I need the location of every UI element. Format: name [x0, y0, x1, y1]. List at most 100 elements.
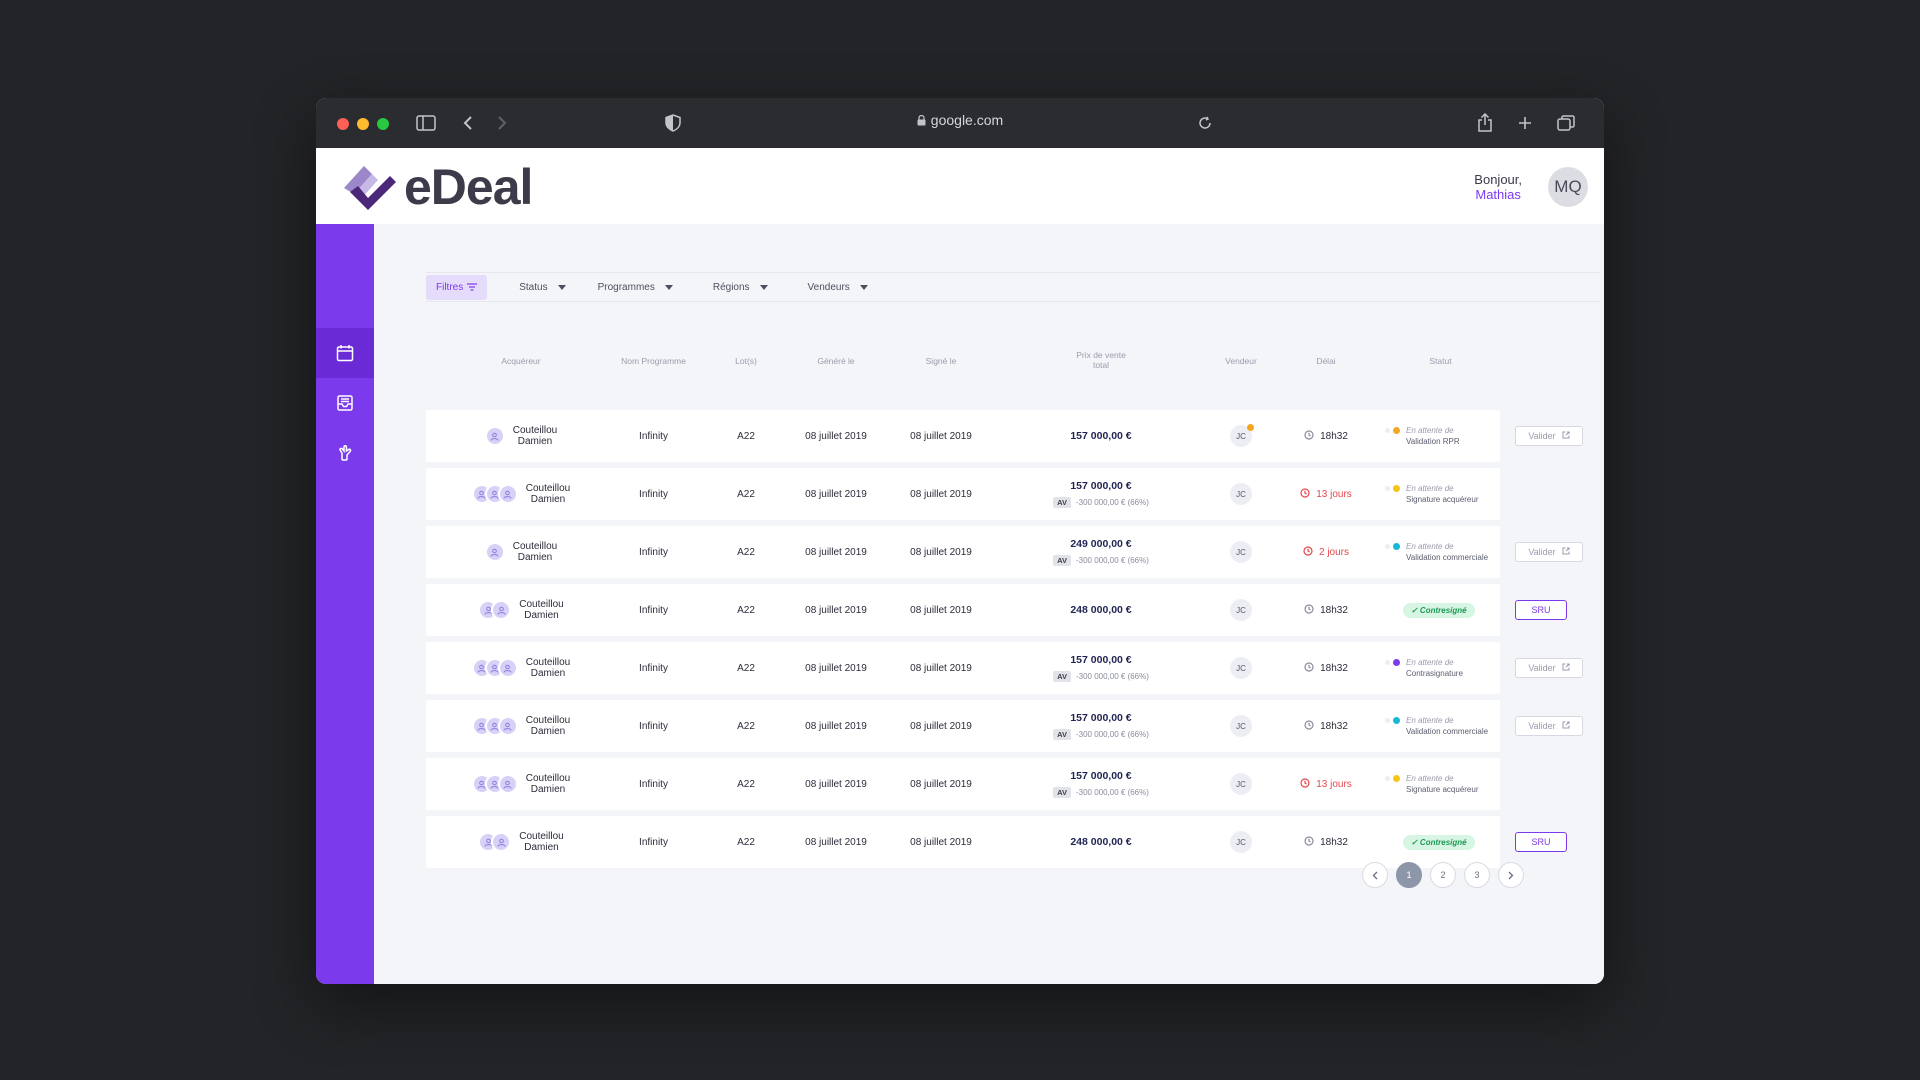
av-badge: AV [1053, 787, 1071, 798]
table-row[interactable]: Couteillou Damien Infinity A22 08 juillet 20… [426, 584, 1500, 636]
filter-vendeurs-dropdown[interactable]: Vendeurs [808, 282, 868, 293]
seller-initials: JC [1236, 547, 1246, 557]
page-3-button[interactable]: 3 [1464, 862, 1490, 888]
status-dot-icon [1393, 485, 1400, 492]
cell-prix: 157 000,00 € AV -300 000,00 € (66%) [991, 642, 1211, 694]
sru-button[interactable]: SRU [1515, 832, 1567, 852]
tab-overview-icon[interactable] [1555, 111, 1577, 135]
sidebar-toggle-icon[interactable] [414, 111, 438, 135]
status-line-1: En attente de [1406, 658, 1454, 667]
clock-icon [1304, 719, 1314, 733]
sru-button[interactable]: SRU [1515, 600, 1567, 620]
valider-button[interactable]: Valider [1515, 542, 1583, 562]
filter-regions-dropdown[interactable]: Régions [713, 282, 768, 293]
share-icon[interactable] [1474, 111, 1496, 135]
cell-genere: 08 juillet 2019 [805, 488, 867, 500]
cell-acquereur: Couteillou Damien [446, 700, 596, 752]
seller-avatar[interactable]: JC [1230, 657, 1252, 679]
back-icon[interactable] [458, 111, 478, 135]
status-badge-countersigned: ✓ Contresigné [1403, 834, 1475, 850]
next-page-button[interactable] [1498, 862, 1524, 888]
caret-down-icon [859, 284, 868, 290]
seller-avatar[interactable]: JC [1230, 831, 1252, 853]
sidebar-item-inbox[interactable] [316, 378, 374, 428]
reload-icon[interactable] [1194, 111, 1216, 135]
user-name: Mathias [1475, 187, 1521, 202]
header-lots[interactable]: Lot(s) [735, 356, 757, 366]
sidebar-item-deals[interactable] [316, 428, 374, 478]
header-signe[interactable]: Signé le [925, 356, 957, 366]
cell-genere: 08 juillet 2019 [805, 720, 867, 732]
close-window-button[interactable] [337, 118, 349, 130]
seller-avatar[interactable]: JC [1230, 424, 1254, 447]
cell-prix: 157 000,00 € AV -300 000,00 € (66%) [991, 758, 1211, 810]
table-row[interactable]: Couteillou Damien Infinity A22 08 juillet 20… [426, 468, 1500, 520]
seller-avatar[interactable]: JC [1230, 599, 1252, 621]
status-dot-icon [1393, 717, 1400, 724]
user-avatar[interactable]: MQ [1548, 167, 1588, 207]
price-total: 157 000,00 € [1070, 712, 1132, 724]
filter-programmes-dropdown[interactable]: Programmes [598, 282, 673, 293]
status-line-2: Validation commerciale [1406, 727, 1489, 736]
address-bar[interactable]: google.com [316, 112, 1604, 129]
delay-value: 18h32 [1320, 836, 1348, 848]
cell-prix: 157 000,00 € AV -300 000,00 € (66%) [991, 700, 1211, 752]
price-adjustment: AV -300 000,00 € (66%) [1053, 497, 1149, 508]
cell-delai: 18h32 [1271, 584, 1381, 636]
cell-genere: 08 juillet 2019 [805, 662, 867, 674]
page-1-button[interactable]: 1 [1396, 862, 1422, 888]
table-header: Acquéreur Nom Programme Lot(s) Généré le… [426, 350, 1600, 374]
buyer-avatar-icon [491, 832, 512, 852]
table-row[interactable]: Couteillou Damien Infinity A22 08 juillet 20… [426, 700, 1500, 752]
table-row[interactable]: Couteillou Damien Infinity A22 08 juillet 20… [426, 410, 1500, 462]
brand-logo[interactable]: eDeal [340, 158, 533, 216]
new-tab-icon[interactable] [1514, 111, 1536, 135]
browser-toolbar: google.com [316, 98, 1604, 148]
valider-button[interactable]: Valider [1515, 658, 1583, 678]
seller-avatar[interactable]: JC [1230, 715, 1252, 737]
header-statut[interactable]: Statut [1429, 356, 1452, 366]
cell-signe: 08 juillet 2019 [910, 546, 972, 558]
price-total: 249 000,00 € [1070, 538, 1132, 550]
buyer-avatars [471, 484, 518, 504]
table-row[interactable]: Couteillou Damien Infinity A22 08 juillet 20… [426, 816, 1500, 868]
page-2-button[interactable]: 2 [1430, 862, 1456, 888]
valider-button[interactable]: Valider [1515, 716, 1583, 736]
prev-page-button[interactable] [1362, 862, 1388, 888]
header-vendeur[interactable]: Vendeur [1225, 356, 1257, 366]
privacy-shield-icon[interactable] [662, 111, 684, 135]
header-prix[interactable]: Prix de vente total [991, 350, 1211, 370]
cell-signe: 08 juillet 2019 [910, 778, 972, 790]
header-acquereur[interactable]: Acquéreur [501, 356, 541, 366]
filter-status-dropdown[interactable]: Status [519, 282, 566, 293]
delay-value: 18h32 [1320, 604, 1348, 616]
seller-avatar[interactable]: JC [1230, 483, 1252, 505]
zoom-window-button[interactable] [377, 118, 389, 130]
filters-button[interactable]: Filtres [426, 274, 488, 300]
table-row[interactable]: Couteillou Damien Infinity A22 08 juillet 20… [426, 758, 1500, 810]
clock-icon [1304, 835, 1314, 849]
cell-vendeur: JC [1211, 410, 1271, 462]
seller-avatar[interactable]: JC [1230, 773, 1252, 795]
cell-programme: Infinity [639, 778, 668, 790]
status-dot-icon [1393, 427, 1400, 434]
header-delai[interactable]: Délai [1316, 356, 1336, 366]
valider-button[interactable]: Valider [1515, 426, 1583, 446]
brand-mark-icon [344, 166, 396, 210]
sidebar-item-calendar[interactable] [316, 328, 374, 378]
header-programme[interactable]: Nom Programme [621, 356, 686, 366]
buyer-last-name: Damien [530, 494, 566, 505]
delay-value: 18h32 [1320, 662, 1348, 674]
header-genere[interactable]: Généré le [817, 356, 855, 366]
cell-delai: 18h32 [1271, 700, 1381, 752]
forward-icon[interactable] [492, 111, 512, 135]
seller-avatar[interactable]: JC [1230, 541, 1252, 563]
cell-vendeur: JC [1211, 642, 1271, 694]
table-row[interactable]: Couteillou Damien Infinity A22 08 juillet 20… [426, 642, 1500, 694]
table-row[interactable]: Couteillou Damien Infinity A22 08 juillet 20… [426, 526, 1500, 578]
minimize-window-button[interactable] [357, 118, 369, 130]
cell-acquereur: Couteillou Damien [446, 468, 596, 520]
seller-initials: JC [1236, 721, 1246, 731]
buyer-last-name: Damien [530, 784, 566, 795]
cell-signe: 08 juillet 2019 [910, 430, 972, 442]
